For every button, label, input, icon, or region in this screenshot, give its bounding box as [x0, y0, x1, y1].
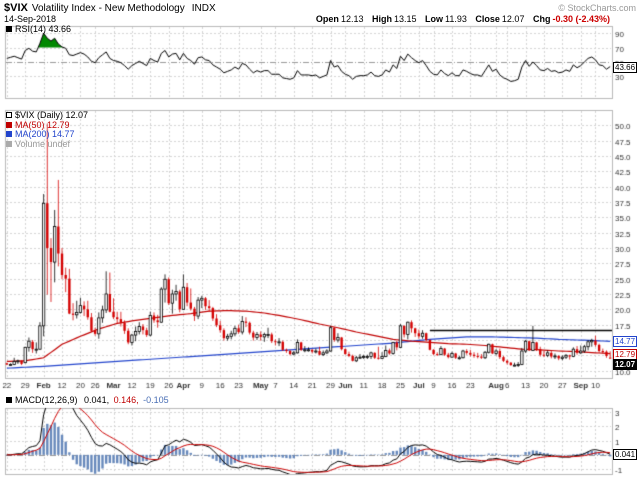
chg-label: Chg	[532, 14, 551, 24]
rsi-legend-text: RSI(14) 43.66	[15, 24, 72, 34]
chg-value: -0.30 (-2.43%)	[552, 14, 610, 24]
ma50-legend-text: MA(50) 12.79	[15, 119, 70, 130]
macd-legend-name: MACD(12,26,9)	[15, 395, 78, 405]
close-value: 12.07	[501, 14, 525, 24]
rsi-value-badge: 43.66	[613, 62, 638, 73]
main-legend: $VIX (Daily) 12.07 MA(50) 12.79 MA(200) …	[6, 110, 89, 150]
open-label: Open	[315, 14, 339, 24]
macd-signal-value: 0.146,	[113, 395, 139, 405]
ma200-legend-line: MA(200) 14.77	[6, 129, 88, 140]
last-price-badge: 12.07	[613, 359, 638, 370]
high-label: High	[371, 14, 392, 24]
close-label: Close	[475, 14, 500, 24]
rsi-legend-swatch-icon	[6, 26, 12, 32]
ma200-value-badge: 14.77	[613, 336, 638, 347]
price-legend-line: $VIX (Daily) 12.07	[6, 110, 89, 121]
chart-date: 14-Sep-2018	[4, 14, 57, 24]
price-legend-text: $VIX (Daily) 12.07	[15, 110, 89, 120]
quote-summary: Open 12.13 High 13.15 Low 11.93 Close 12.07 …	[316, 14, 610, 24]
ma200-legend-swatch-icon	[6, 131, 12, 137]
ma50-legend-line: MA(50) 12.79	[6, 119, 88, 131]
macd-line-value: 0.041,	[84, 395, 110, 405]
candlestick-icon	[6, 112, 12, 118]
macd-value-badge: 0.041	[613, 449, 638, 460]
symbol-label: $VIX	[4, 2, 28, 14]
chart-title: Volatility Index - New Methodology	[31, 3, 185, 14]
stockcharts-credit: © StockCharts.com	[558, 3, 636, 13]
rsi-legend: RSI(14) 43.66	[6, 24, 72, 35]
macd-legend-swatch-icon	[6, 397, 12, 403]
volume-legend-swatch-icon	[6, 140, 12, 147]
ma50-legend-swatch-icon	[6, 121, 12, 128]
exchange-label: INDX	[191, 3, 216, 14]
high-value: 13.15	[393, 14, 417, 24]
volume-legend-line: Volume undef	[6, 138, 88, 150]
macd-hist-value: -0.105	[143, 395, 169, 405]
macd-legend: MACD(12,26,9) 0.041, 0.146, -0.105	[6, 395, 169, 406]
ma200-legend-text: MA(200) 14.77	[15, 129, 75, 139]
volume-legend-text: Volume undef	[15, 138, 71, 149]
chart-header: $VIX Volatility Index - New Methodology IN…	[4, 2, 216, 14]
low-value: 11.93	[445, 14, 467, 24]
open-value: 12.13	[340, 14, 364, 24]
low-label: Low	[425, 14, 444, 24]
